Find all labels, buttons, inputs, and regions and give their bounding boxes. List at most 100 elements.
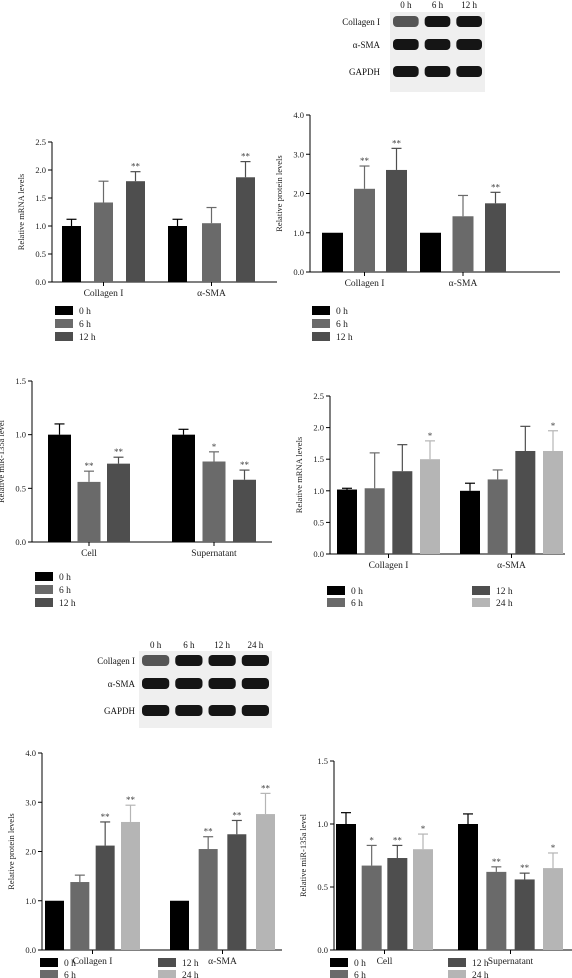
legend: 0 h 6 h 12 h 24 h	[330, 958, 489, 978]
bar	[198, 849, 218, 950]
blot-band	[456, 66, 482, 77]
y-tick-label: 3.0	[293, 149, 304, 159]
legend-swatch	[55, 306, 73, 315]
legend-label: 24 h	[182, 971, 199, 978]
bar	[420, 459, 440, 554]
y-tick-label: 2.5	[35, 137, 46, 147]
x-tick-label: Collagen I	[369, 561, 409, 571]
bar	[543, 450, 563, 554]
y-tick-label: 4.0	[25, 748, 36, 758]
x-tick-label: α-SMA	[449, 279, 478, 289]
y-tick-label: 1.0	[35, 221, 46, 231]
legend-swatch	[158, 958, 176, 967]
blot-band	[424, 39, 451, 50]
significance-label: **	[360, 156, 370, 166]
significance-label: **	[240, 460, 250, 470]
x-tick-label: Collagen I	[84, 289, 124, 299]
bar	[70, 882, 90, 950]
legend-label: 6 h	[354, 971, 366, 978]
bar	[95, 845, 115, 950]
y-tick-label: 0.5	[15, 483, 26, 493]
significance-label: *	[212, 442, 217, 452]
blot-band	[175, 705, 203, 716]
legend-label: 24 h	[496, 599, 513, 609]
bar	[48, 434, 71, 542]
bar	[487, 479, 508, 554]
y-axis-label: Relative miR-135a level	[0, 419, 6, 503]
blot-band	[424, 16, 451, 27]
bar	[45, 900, 64, 950]
y-tick-label: 1.5	[317, 756, 328, 766]
legend: 0 h 6 h 12 h	[35, 572, 76, 609]
blot-lane-label: 0 h	[400, 0, 412, 10]
significance-label: **	[393, 835, 403, 845]
chart-mir-3: 0.0 0.5 1.0 1.5 Relative miR-135a level Cell *…	[0, 376, 272, 609]
blot-band	[208, 678, 236, 689]
legend-swatch	[312, 319, 330, 328]
blot-band	[241, 705, 269, 716]
y-tick-label: 1.0	[25, 896, 36, 906]
legend-swatch	[55, 332, 73, 341]
legend-label: 12 h	[496, 587, 513, 597]
legend-label: 0 h	[354, 959, 366, 969]
blot-band	[393, 66, 419, 77]
legend-label: 0 h	[59, 573, 71, 583]
x-tick-label: Collagen I	[73, 957, 113, 967]
y-tick-label: 1.5	[35, 193, 46, 203]
y-tick-label: 0.0	[25, 945, 36, 955]
blot-band	[208, 655, 236, 666]
legend-swatch	[35, 572, 53, 581]
bar	[543, 868, 563, 950]
blot-lane-label: 0 h	[150, 640, 162, 650]
legend: 0 h 6 h 12 h	[312, 306, 353, 343]
legend-swatch	[35, 598, 53, 607]
western-blot-blot-4: 0 h 6 h 12 h 24 h Collagen I α-SMA GAPDH	[97, 640, 272, 728]
bar	[413, 849, 433, 950]
legend-label: 12 h	[472, 959, 489, 969]
legend-label: 12 h	[336, 333, 353, 343]
blot-band	[393, 16, 419, 27]
significance-label: **	[491, 182, 501, 192]
bar	[170, 900, 189, 950]
blot-lane-label: 6 h	[183, 640, 195, 650]
bar	[126, 181, 145, 282]
y-axis-label: Relative protein levels	[6, 813, 16, 889]
y-axis-label: Relative protein levels	[274, 155, 284, 231]
y-axis-label: Relative mRNA levels	[294, 437, 304, 514]
bar	[227, 834, 247, 950]
x-tick-label: Cell	[377, 957, 393, 967]
bar	[322, 232, 343, 272]
significance-label: **	[232, 810, 242, 820]
legend-label: 0 h	[64, 959, 76, 969]
y-tick-label: 0.0	[317, 945, 328, 955]
blot-lane-label: 6 h	[432, 0, 444, 10]
blot-lane-label: 24 h	[248, 640, 264, 650]
bar	[387, 858, 408, 950]
y-tick-label: 0.5	[35, 249, 46, 259]
legend-label: 12 h	[59, 599, 76, 609]
legend-swatch	[312, 306, 330, 315]
significance-label: **	[520, 863, 530, 873]
chart-mrna-3: 0.0 0.5 1.0 1.5 2.0 2.5 Relative mRNA levels Co…	[16, 137, 277, 343]
legend-swatch	[327, 598, 345, 607]
legend-swatch	[448, 958, 466, 967]
blot-band	[175, 678, 203, 689]
bar	[486, 871, 507, 950]
chart-mrna-4: 0.0 0.5 1.0 1.5 2.0 2.5 Relative mRNA levels Co…	[294, 391, 565, 609]
blot-lane-label: 12 h	[461, 0, 477, 10]
legend-label: 6 h	[336, 320, 348, 330]
legend: 0 h 6 h 12 h 24 h	[327, 586, 513, 609]
y-tick-label: 2.0	[25, 847, 36, 857]
bar	[515, 450, 536, 554]
bar	[62, 226, 81, 282]
bar	[77, 481, 101, 542]
legend-swatch	[448, 970, 466, 978]
y-tick-label: 1.0	[317, 819, 328, 829]
bar	[233, 479, 256, 542]
bar	[337, 489, 357, 554]
legend-label: 12 h	[182, 959, 199, 969]
bar	[168, 226, 187, 282]
bar	[364, 488, 385, 554]
y-tick-label: 1.5	[15, 376, 26, 386]
